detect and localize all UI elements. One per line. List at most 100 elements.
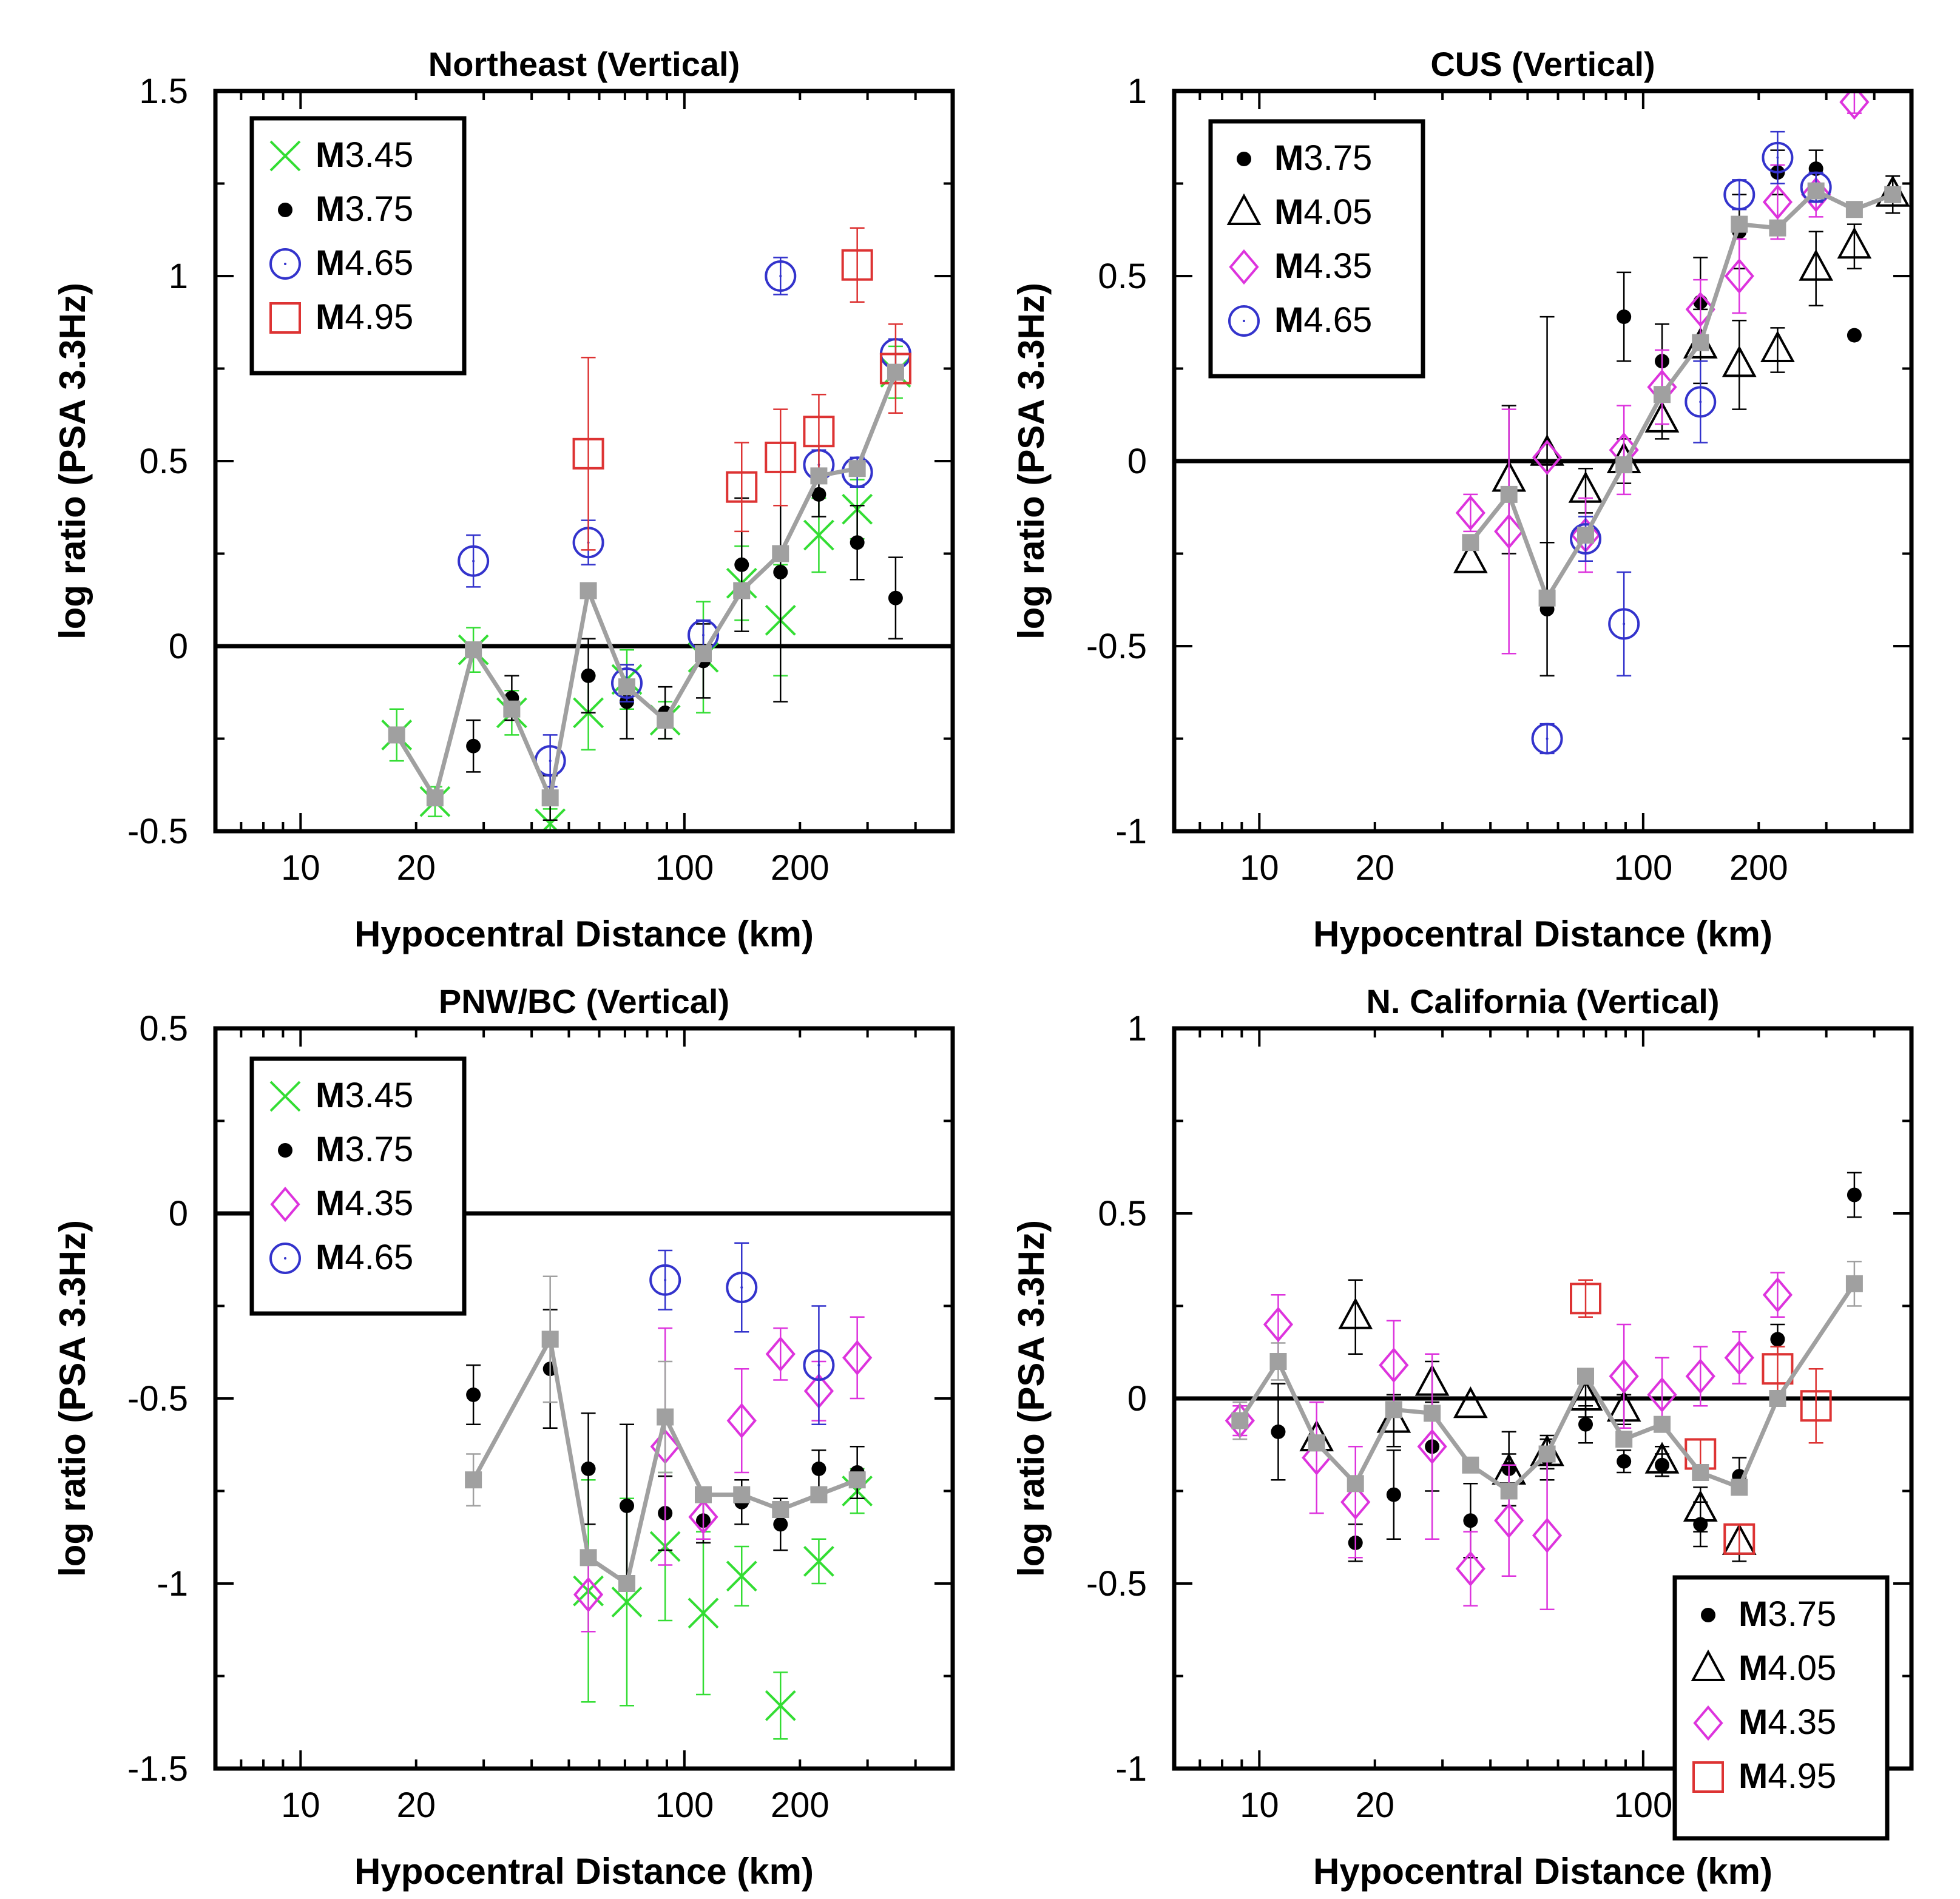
legend-marker	[269, 140, 301, 172]
data-point	[773, 565, 788, 579]
error-bar	[581, 356, 596, 551]
plot-frame	[1172, 89, 1914, 834]
x-tick-label: 100	[1614, 1786, 1672, 1825]
data-point	[1538, 589, 1556, 607]
data-point	[1654, 1415, 1671, 1433]
chart-panel-4: N. California (Vertical) Hypocentral Dist…	[1011, 982, 1914, 1892]
data-point	[1647, 1377, 1677, 1412]
error-bar	[1501, 1464, 1516, 1577]
legend-box	[249, 116, 467, 376]
error-bar	[734, 1368, 749, 1474]
legend-marker	[1226, 193, 1262, 225]
data-point	[580, 1549, 597, 1567]
legend-label: 4.65	[345, 1238, 413, 1277]
data-point	[1347, 1475, 1364, 1493]
y-tick-label: -0.5	[1086, 627, 1147, 666]
legend-prefix: M	[316, 1238, 345, 1277]
x-tick-label: 10	[281, 1786, 320, 1825]
x-tick-label: 100	[655, 848, 714, 888]
legend-label: 4.35	[1768, 1702, 1836, 1742]
data-point	[541, 1331, 559, 1348]
data-point	[1338, 1297, 1373, 1329]
series-m4-95	[572, 227, 911, 551]
chart-panel-1: Northeast (Vertical) Hypocentral Distance…	[52, 45, 955, 954]
mean-line	[471, 1337, 858, 1586]
legend-prefix: M	[1274, 192, 1303, 232]
data-point	[1762, 141, 1794, 174]
data-point	[1723, 178, 1756, 211]
data-point	[688, 1499, 718, 1535]
data-point	[572, 437, 604, 470]
series-m4-65	[649, 1242, 835, 1425]
data-point	[1231, 1412, 1249, 1429]
legend-entry: M4.65	[1274, 300, 1372, 340]
x-axis-label: Hypocentral Distance (km)	[354, 914, 814, 954]
y-tick-label: -1	[1115, 812, 1147, 851]
data-point	[1617, 309, 1632, 325]
data-point	[1762, 1277, 1793, 1313]
data-point	[1577, 527, 1595, 544]
error-bar	[1578, 1279, 1593, 1318]
x-tick-label: 200	[771, 848, 830, 888]
data-point	[573, 1577, 604, 1613]
error-bar	[1693, 1346, 1708, 1407]
data-point	[1847, 328, 1862, 343]
data-point	[1762, 1353, 1794, 1385]
error-bar	[1617, 405, 1632, 496]
chart-panel-2: CUS (Vertical) Hypocentral Distance (km) l…	[1011, 45, 1914, 954]
data-point	[620, 1498, 635, 1513]
series-mean	[1462, 182, 1902, 607]
data-point	[581, 1461, 596, 1476]
data-point	[1417, 1429, 1447, 1465]
data-point	[1455, 495, 1485, 531]
data-point	[726, 1272, 758, 1303]
data-area	[1453, 91, 1910, 755]
legend-entry: M4.35	[316, 1184, 413, 1223]
series-mean	[1231, 1261, 1863, 1500]
mean-line	[394, 371, 898, 800]
legend-entry: M3.75	[316, 189, 413, 229]
series-m4-35	[573, 1316, 873, 1633]
x-tick-label: 10	[281, 848, 320, 888]
data-point	[1692, 334, 1709, 351]
data-point	[1263, 1306, 1294, 1343]
data-point	[879, 352, 911, 385]
data-point	[1692, 1464, 1709, 1481]
data-point	[465, 641, 482, 659]
data-point	[1463, 1513, 1478, 1528]
data-point	[541, 789, 559, 807]
data-point	[842, 1340, 873, 1375]
y-tick-label: 0.5	[139, 1009, 188, 1048]
legend-label: 4.05	[1303, 192, 1372, 232]
legend-box	[249, 1056, 467, 1316]
legend-entry: M4.65	[316, 243, 413, 283]
y-tick-label: 0.5	[1098, 1194, 1147, 1233]
x-tick-label: 20	[1355, 1786, 1394, 1825]
data-point	[1608, 608, 1640, 640]
data-point	[618, 1575, 636, 1592]
legend-prefix: M	[316, 1184, 345, 1223]
data-point	[1269, 1353, 1287, 1370]
y-tick-label: 0	[169, 1194, 188, 1233]
data-point	[581, 668, 596, 683]
data-point	[1531, 723, 1563, 755]
legend-marker	[269, 1243, 301, 1274]
data-area	[465, 1242, 873, 1740]
series-m4-65	[1531, 130, 1832, 755]
data-point	[1801, 177, 1831, 212]
legend-label: 3.75	[1303, 138, 1372, 178]
legend-entry: M3.75	[1739, 1594, 1836, 1634]
y-tick-label: -0.5	[1086, 1564, 1147, 1604]
data-point	[811, 487, 826, 502]
series-mean	[465, 1275, 866, 1592]
legend-marker	[269, 1081, 301, 1112]
data-point	[1494, 513, 1524, 549]
y-tick-label: 0	[1127, 442, 1147, 481]
legend-label: 4.95	[345, 297, 413, 337]
legend-entry: M4.35	[1739, 1702, 1836, 1742]
data-point	[388, 726, 405, 744]
data-point	[1385, 1401, 1402, 1418]
x-tick-label: 100	[1614, 848, 1672, 888]
legend-prefix: M	[1274, 246, 1303, 286]
legend-marker	[1229, 249, 1259, 285]
